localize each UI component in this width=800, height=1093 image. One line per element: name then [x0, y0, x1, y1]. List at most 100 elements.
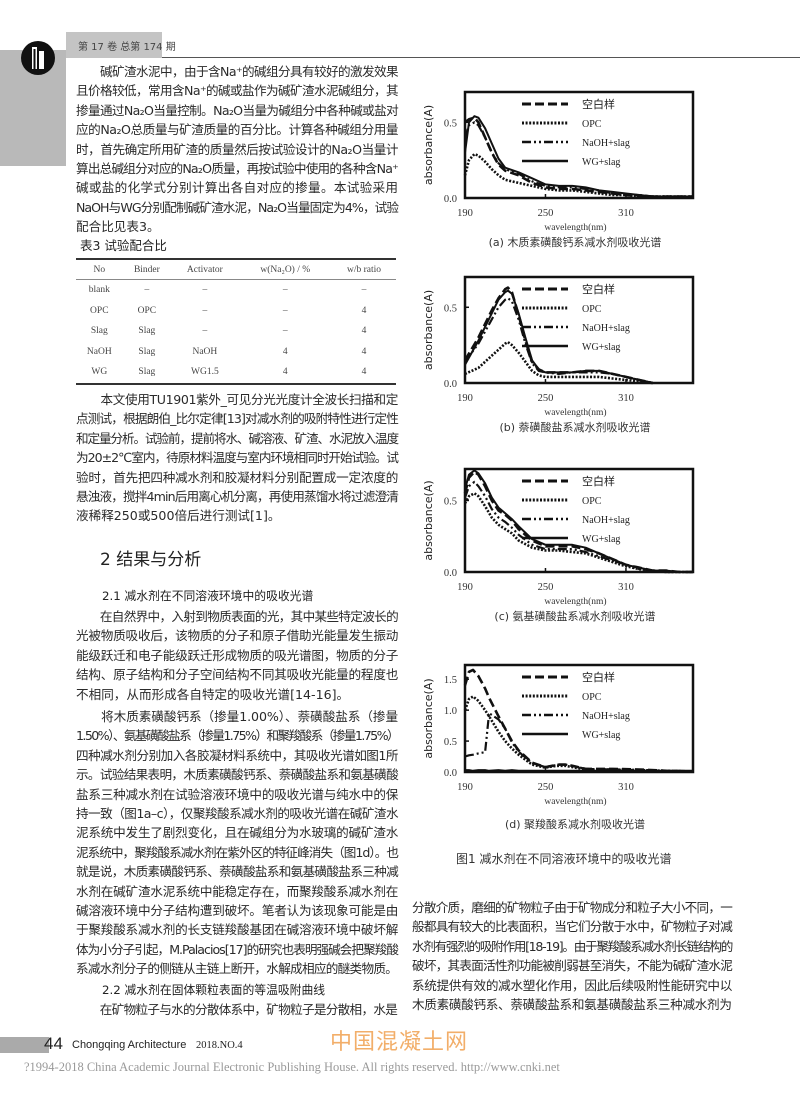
x-tick-label: 250 [538, 208, 554, 219]
x-tick-label: 190 [457, 208, 473, 219]
legend-label: NaOH+slag [582, 711, 630, 722]
x-tick-label: 250 [538, 393, 554, 404]
chart-d-polycarboxylate: 空白样 OPC NaOH+slag WG+slag 190 250 310 0.0 0.5 1.0… [422, 663, 695, 831]
table-cell: 4 [282, 346, 288, 357]
series-line-solid [464, 289, 654, 384]
text-line: 不相同，从而形成各自特定的吸收光谱[14-16]。 [76, 686, 350, 702]
series-line-dotted [463, 695, 694, 773]
y-tick-label: 0.5 [444, 496, 457, 507]
table-cell: OPC [137, 305, 157, 316]
text-line: 碱矿渣水泥中，由于含Na⁺的碱组分具有较好的激发效果 [76, 64, 399, 79]
chart-c-sulfamate: 空白样 OPC NaOH+slag WG+slag 190 250 310 0.0 0.5 wav… [422, 467, 695, 623]
series-line-dotted [464, 340, 653, 385]
paragraph-3: 在自然界中，入射到物质表面的光，其中某些特定波长的 光被物质吸收后，该物质的分子和… [76, 607, 399, 704]
text-line: 悬浊液，搅拌4min后用离心机分离，再使用蒸馏水将过滤澄清 [76, 488, 399, 504]
x-axis-label: wavelength(nm) [544, 407, 606, 418]
table-cell: Slag [90, 326, 108, 337]
text-line: 系统提供有效的减水塑化作用，因此后续吸附性能研究中以 [412, 977, 732, 993]
series-line-dashed [464, 116, 693, 198]
table-cell: – [202, 305, 208, 316]
text-line: 能级跃迁和电子能级跃迁形成物质的吸光谱图，物质的分子 [76, 647, 398, 663]
plot-frame [463, 663, 695, 774]
y-axis-label: absorbance(A) [422, 678, 435, 758]
text-line: 在自然界中，入射到物质表面的光，其中某些特定波长的 [76, 609, 399, 624]
page-number: 44 [44, 1034, 63, 1053]
table-header-row: No Binder Activator w(Na₂O) / % w/b ratio [76, 259, 396, 280]
series-line-dashdot [464, 712, 694, 773]
series-line-solid [464, 115, 693, 198]
subfigure-caption: (c) 氨基磺酸盐系减水剂吸收光谱 [494, 609, 655, 623]
legend-label: OPC [582, 119, 602, 130]
text-line: 时，首先确定所用矿渣的质量然后按试验设计的Na₂O当量计 [76, 141, 399, 157]
mix-proportion-table: No Binder Activator w(Na₂O) / % w/b ratio bl… [76, 258, 396, 385]
subfigure-caption: (d) 聚羧酸系减水剂吸收光谱 [505, 817, 645, 831]
table-cell: NaOH [86, 346, 112, 357]
series-line-dashed [463, 470, 693, 574]
text-line: 光被物质吸收后，该物质的分子和原子借助光能量发生振动 [76, 628, 398, 644]
legend-label: WG+slag [582, 730, 620, 741]
subsection-2-1: 2.1 减水剂在不同溶液环境中的吸收光谱 [102, 589, 314, 603]
legend-label: OPC [582, 692, 602, 703]
table-cell: Slag [138, 346, 156, 357]
table-cell: 4 [361, 346, 367, 357]
subfigure-caption: (b) 萘磺酸盐系减水剂吸收光谱 [499, 420, 650, 434]
table-row: blank – – – – [76, 280, 396, 301]
plot-frame [463, 275, 695, 385]
column-header: Binder [122, 259, 172, 280]
series-line-solid [464, 469, 693, 573]
table-cell: OPC [90, 305, 109, 316]
text-line: 碱或盐的化学式分别计算出各自对应的掺量。本试验采用 [76, 180, 398, 196]
column-header: No [76, 259, 123, 280]
y-tick-label: 0.0 [444, 568, 457, 579]
legend-label: 空白样 [582, 282, 615, 296]
text-line: 木质素磺酸钙系、萘磺酸盐系和氨基磺酸盐系三种减水剂为 [412, 996, 732, 1012]
chart-a-lignosulfonate: 空白样 OPC NaOH+slag WG+slag 190 250 310 0.0 0.5 wav… [422, 90, 695, 249]
table-cell: WG [91, 367, 108, 378]
y-tick-label: 0.0 [444, 379, 457, 390]
x-tick-label: 190 [457, 782, 473, 793]
legend-label: OPC [582, 496, 602, 507]
table-cell: 4 [361, 367, 367, 378]
table-cell: 4 [361, 305, 367, 316]
table-row: NaOH Slag NaOH 4 4 [76, 342, 396, 363]
table-cell: – [282, 305, 288, 316]
table-title: 表3 试验配合比 [80, 238, 167, 253]
text-line: 本文使用TU1901紫外_可见分光光度计全波长扫描和定 [76, 392, 398, 407]
x-tick-label: 250 [538, 782, 554, 793]
text-line: 系减水剂分子的侧链从主链上断开，水解成相应的醚类物质。 [76, 961, 398, 977]
x-tick-label: 250 [538, 582, 554, 593]
table-row: WG Slag WG1.5 4 4 [76, 362, 396, 384]
figure-caption: 图1 减水剂在不同溶液环境中的吸收光谱 [456, 852, 672, 866]
column-header: Activator [171, 259, 239, 280]
y-axis-label: absorbance(A) [422, 105, 435, 185]
chart-b-naphthalene: 空白样 OPC NaOH+slag WG+slag 190 250 310 0.0 0.5 wav… [422, 275, 695, 434]
text-line: 水剂有强烈的吸附作用[18-19]。由于聚羧酸系减水剂长链结构的 [412, 938, 733, 954]
text-line: 和定量分析。试验前，提前将水、碱溶液、矿渣、水泥放入温度 [76, 430, 399, 446]
table-cell: – [202, 326, 208, 337]
journal-logo-icon [21, 41, 55, 75]
text-line: 就是说，木质素磺酸钙系、萘磺酸盐系和氨基磺酸盐系三种减 [76, 864, 399, 880]
paragraph-2: 本文使用TU1901紫外_可见分光光度计全波长扫描和定 点测试，根据朗伯_比尔定律… [76, 390, 399, 526]
copyright-line: ?1994-2018 China Academic Journal Electr… [24, 1060, 560, 1074]
text-line: 液稀释250或500倍后进行测试[1]。 [76, 508, 281, 524]
y-tick-label: 0.0 [444, 768, 457, 779]
y-tick-label: 1.5 [444, 675, 457, 686]
issue-info: 第 17 卷 总第 174 期 [78, 42, 176, 53]
section-title: 2 结果与分析 [100, 550, 202, 570]
x-tick-label: 190 [457, 393, 473, 404]
text-line: 1.50%）、氨基磺酸盐系（掺量1.75%）和聚羧酸系（掺量1.75%） [76, 728, 400, 744]
x-tick-label: 310 [618, 582, 634, 593]
text-line: 体为小分子引起，M.Palacios[17]的研究也表明强碱会把聚羧酸 [76, 941, 399, 957]
paragraph-6: 分散介质，磨细的矿物粒子由于矿物成分和粒子大小不同，一 般都具有较大的比表面积，当… [412, 898, 733, 1014]
plot-frame [463, 467, 695, 574]
table-cell: Slag [138, 326, 156, 337]
text-line: 在矿物粒子与水的分散体系中，矿物粒子是分散相，水是 [76, 1002, 398, 1017]
text-line: 掺量通过Na₂O当量控制。Na₂O当量为碱组分中各种碱或盐对 [76, 102, 399, 118]
series-line-dotted [463, 491, 693, 574]
table-cell: NaOH [192, 346, 218, 357]
subsection-2-2: 2.2 减水剂在固体颗粒表面的等温吸附曲线 [102, 983, 326, 997]
legend-label: WG+slag [582, 534, 620, 545]
x-axis-label: wavelength(nm) [544, 796, 606, 807]
text-line: 配合比见表3。 [76, 219, 160, 235]
footer-band [0, 1037, 49, 1053]
